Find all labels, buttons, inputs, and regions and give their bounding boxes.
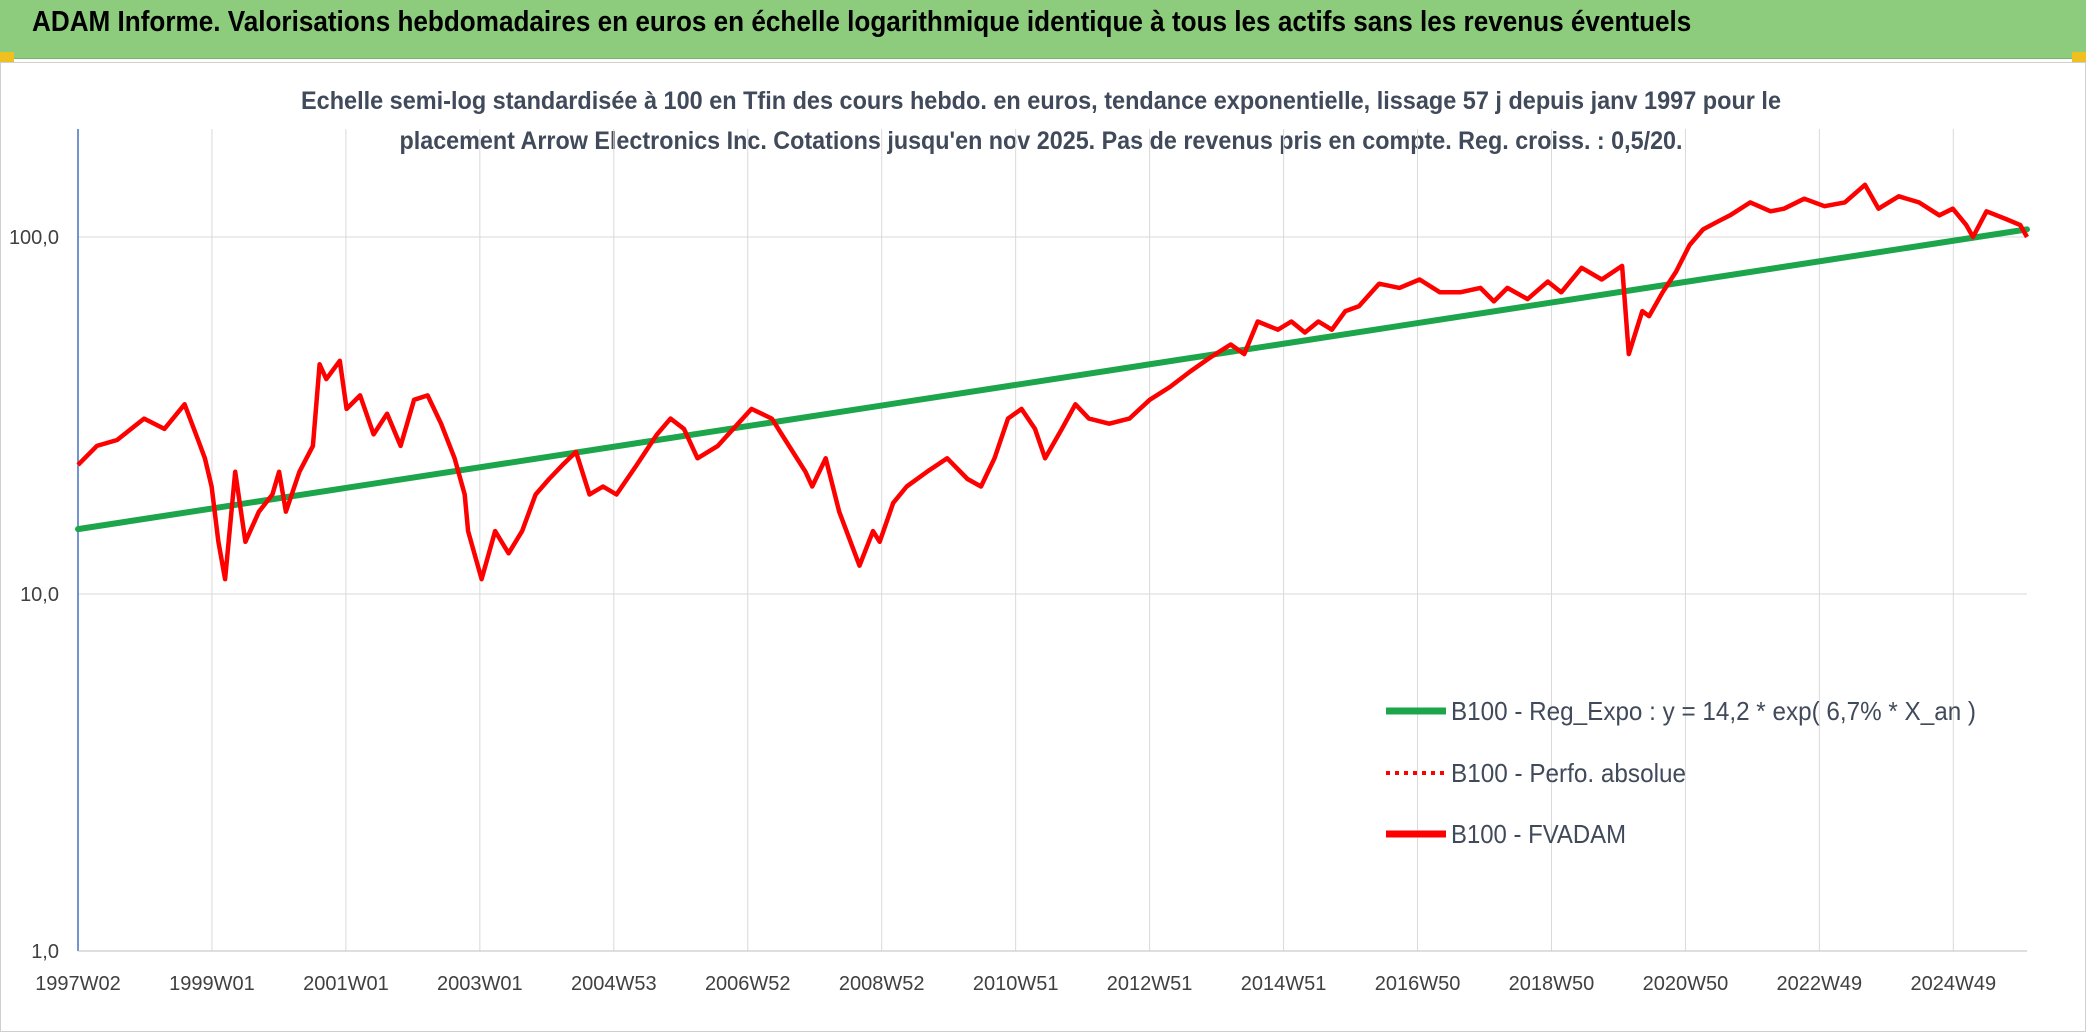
report-title: ADAM Informe. Valorisations hebdomadaire… <box>32 6 1692 38</box>
x-tick-label: 1999W01 <box>169 973 255 995</box>
gridlines <box>77 129 2027 952</box>
x-tick-label: 2003W01 <box>437 973 523 995</box>
legend-label-fvadam: B100 - FVADAM <box>1451 819 1626 849</box>
x-tick-label: 2018W50 <box>1509 973 1595 995</box>
corner-marker-left <box>0 52 14 64</box>
x-tick-label: 2004W53 <box>571 973 657 995</box>
x-tick-label: 2001W01 <box>303 973 389 995</box>
legend-label-perfo: B100 - Perfo. absolue <box>1451 758 1686 788</box>
chart-subtitle-line-2: placement Arrow Electronics Inc. Cotatio… <box>400 127 1683 155</box>
x-tick-label: 2012W51 <box>1107 973 1193 995</box>
x-tick-label: 2006W52 <box>705 973 791 995</box>
corner-marker-right <box>2072 52 2086 64</box>
x-tick-label: 2010W51 <box>973 973 1059 995</box>
x-tick-label: 2014W51 <box>1241 973 1327 995</box>
x-tick-label: 2020W50 <box>1643 973 1729 995</box>
report-banner: ADAM Informe. Valorisations hebdomadaire… <box>0 0 2086 59</box>
y-tick-label: 1,0 <box>31 941 59 963</box>
legend-label-regression: B100 - Reg_Expo : y = 14,2 * exp( 6,7% *… <box>1451 696 1976 726</box>
y-axis-ticks: 1,0 10,0 100,0 <box>9 227 59 963</box>
x-tick-label: 2022W49 <box>1777 973 1863 995</box>
legend: B100 - Reg_Expo : y = 14,2 * exp( 6,7% *… <box>1386 696 1976 849</box>
x-tick-label: 2016W50 <box>1375 973 1461 995</box>
chart-canvas: Echelle semi-log standardisée à 100 en T… <box>9 87 2030 995</box>
x-axis-ticks: 1997W02 1999W01 2001W01 2003W01 2004W53 2006W… <box>35 973 1996 995</box>
y-tick-label: 10,0 <box>20 584 59 606</box>
regression-line <box>75 226 2030 533</box>
chart-frame: Echelle semi-log standardisée à 100 en T… <box>0 62 2086 1032</box>
fvadam-series-line <box>76 182 2029 582</box>
x-tick-label: 1997W02 <box>35 973 121 995</box>
x-tick-label: 2024W49 <box>1911 973 1997 995</box>
chart-subtitle-line-1: Echelle semi-log standardisée à 100 en T… <box>301 87 1781 115</box>
x-tick-label: 2008W52 <box>839 973 925 995</box>
y-tick-label: 100,0 <box>9 227 59 249</box>
